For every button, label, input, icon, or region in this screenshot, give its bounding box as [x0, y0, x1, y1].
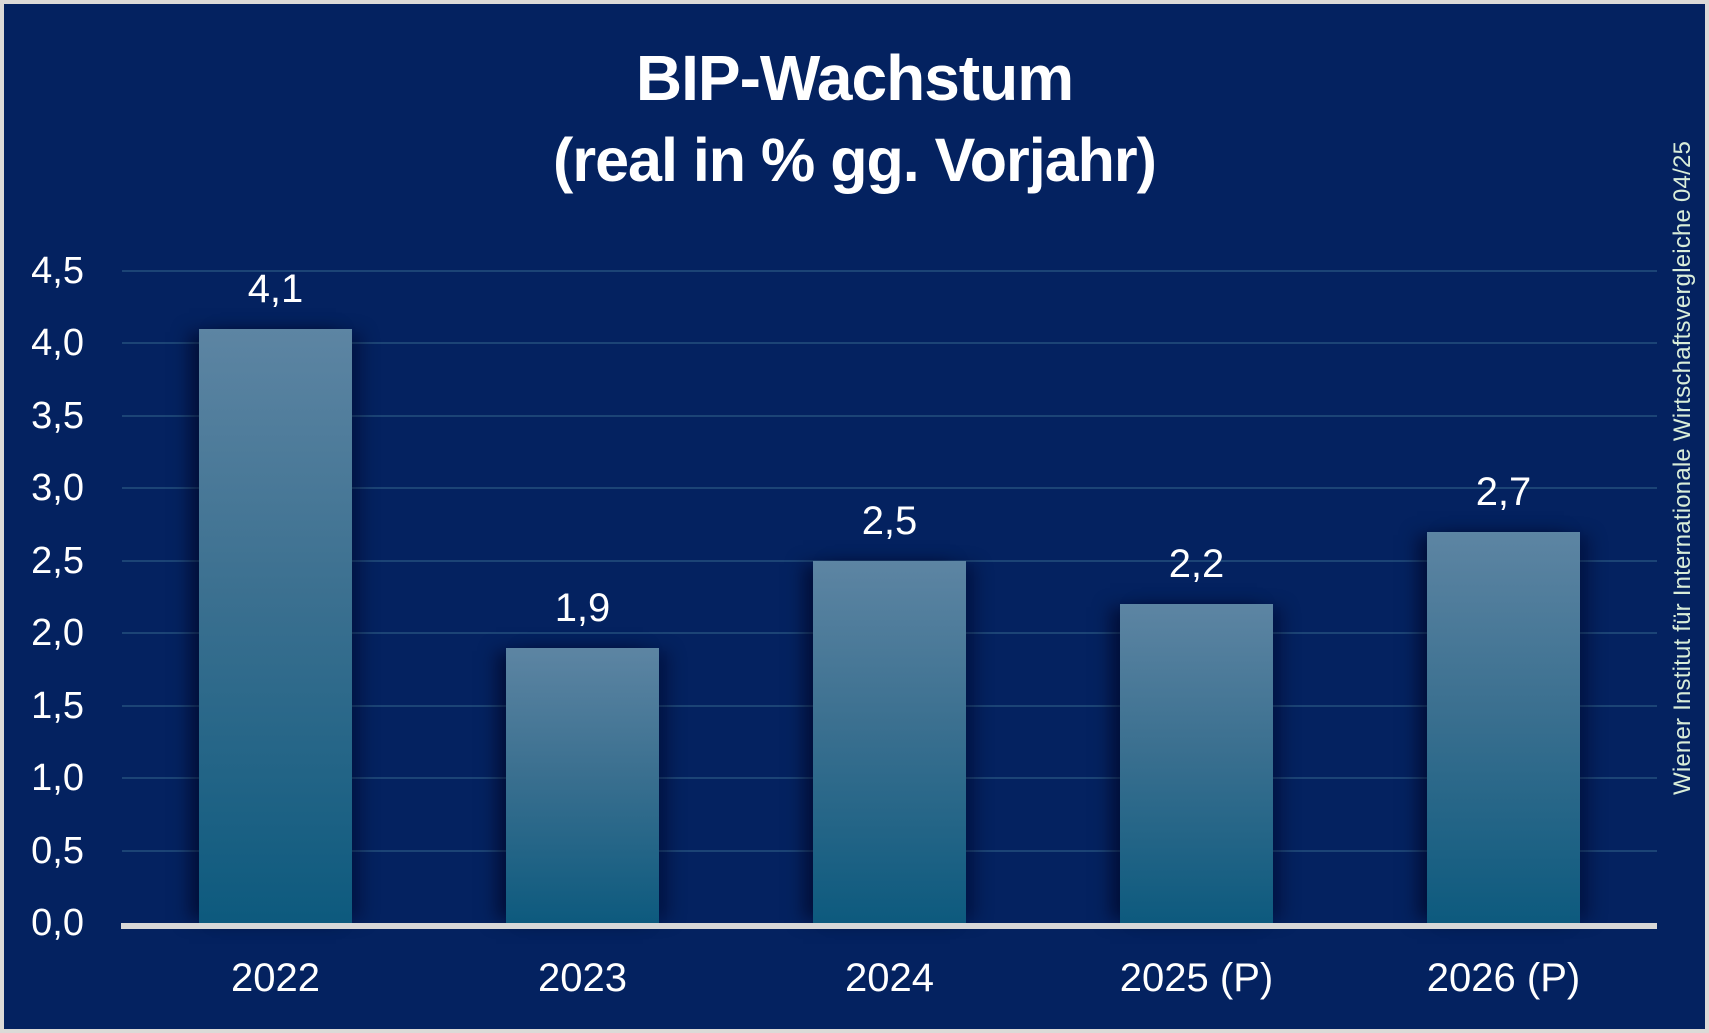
gridline-4,5	[122, 269, 1657, 272]
bar-value-label: 2,2	[1168, 542, 1225, 586]
x-axis-category-label: 2023	[538, 956, 627, 1000]
y-axis-tick-label: 2,0	[31, 612, 84, 654]
x-axis-category-label: 2024	[845, 956, 934, 1000]
chart-title-line1: BIP-Wachstum	[635, 42, 1074, 114]
gridline-3,0	[122, 487, 1657, 489]
bar-value-label: 4,1	[247, 266, 304, 311]
y-axis-tick-label: 3,0	[31, 467, 84, 509]
bar-2022	[199, 328, 352, 923]
bar-value-label: 2,5	[861, 498, 918, 543]
y-axis-tick-label: 3,5	[31, 394, 84, 437]
chart-title: BIP-Wachstum (real in % gg. Vorjahr)	[0, 36, 1709, 200]
bar-2023	[506, 647, 659, 923]
x-axis-category-label: 2026 (P)	[1426, 956, 1581, 1000]
bar-2024	[813, 560, 966, 923]
y-axis-tick-label: 4,0	[31, 322, 84, 364]
bar-value-label: 2,7	[1475, 469, 1532, 514]
bar-2025 (P)	[1120, 604, 1273, 923]
y-axis-tick-label: 0,5	[31, 829, 84, 872]
y-axis-tick-label: 2,5	[31, 539, 84, 582]
x-axis-category-label: 2022	[231, 956, 320, 1000]
y-axis-tick-label: 1,5	[31, 684, 84, 727]
y-axis-tick-label: 1,0	[31, 757, 84, 799]
y-axis-tick-label: 4,5	[31, 249, 84, 292]
gridline-3,5	[122, 414, 1657, 417]
bar-2026 (P)	[1427, 531, 1580, 923]
x-axis-category-label: 2025 (P)	[1119, 956, 1274, 1000]
y-axis-tick-label: 0,0	[31, 902, 84, 944]
source-attribution: Wiener Institut für Internationale Wirts…	[1669, 140, 1696, 795]
gridline-4,0	[122, 342, 1657, 344]
bar-value-label: 1,9	[554, 585, 611, 630]
x-axis-line	[121, 923, 1657, 929]
chart-title-line2: (real in % gg. Vorjahr)	[553, 126, 1157, 194]
